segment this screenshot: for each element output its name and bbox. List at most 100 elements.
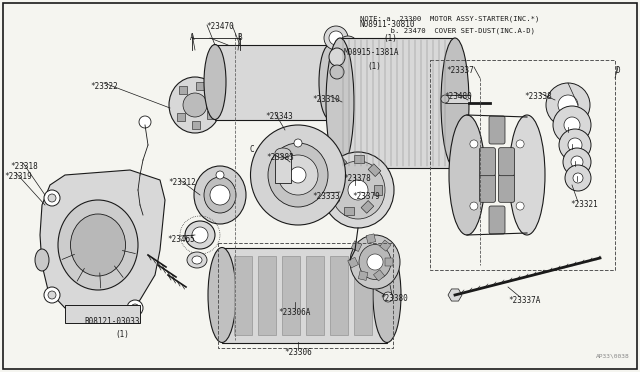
- Ellipse shape: [35, 249, 49, 271]
- Text: *23318: *23318: [10, 162, 38, 171]
- Text: *23319: *23319: [4, 172, 32, 181]
- Circle shape: [338, 36, 358, 56]
- Circle shape: [343, 41, 353, 51]
- Bar: [354, 256, 372, 335]
- Text: *23343: *23343: [265, 112, 292, 121]
- Ellipse shape: [350, 235, 400, 289]
- Bar: [351, 241, 362, 251]
- Text: *23306A: *23306A: [279, 308, 311, 317]
- Bar: [207, 110, 215, 119]
- Ellipse shape: [509, 115, 545, 235]
- Circle shape: [44, 287, 60, 303]
- Bar: [385, 258, 393, 266]
- Circle shape: [516, 202, 524, 210]
- Circle shape: [470, 202, 478, 210]
- Text: *23312: *23312: [168, 178, 196, 187]
- Bar: [334, 157, 347, 169]
- Circle shape: [278, 155, 318, 195]
- Bar: [306, 256, 324, 335]
- Text: *23465: *23465: [167, 235, 195, 244]
- Circle shape: [559, 129, 591, 161]
- Circle shape: [44, 190, 60, 206]
- Circle shape: [354, 50, 362, 58]
- Ellipse shape: [58, 200, 138, 290]
- FancyBboxPatch shape: [489, 116, 505, 144]
- Bar: [374, 185, 382, 195]
- Text: (1): (1): [383, 34, 397, 43]
- Circle shape: [563, 148, 591, 176]
- Text: (1): (1): [115, 330, 129, 339]
- Text: *23379: *23379: [352, 192, 380, 201]
- Bar: [65, 305, 140, 323]
- Ellipse shape: [373, 247, 401, 343]
- Bar: [354, 155, 364, 163]
- Circle shape: [131, 304, 139, 312]
- Circle shape: [516, 140, 524, 148]
- Bar: [215, 45, 330, 120]
- Circle shape: [367, 254, 383, 270]
- Text: *23338: *23338: [524, 92, 552, 101]
- Circle shape: [349, 45, 367, 63]
- Circle shape: [470, 140, 478, 148]
- Bar: [344, 207, 354, 215]
- Ellipse shape: [331, 161, 385, 219]
- Bar: [430, 60, 615, 270]
- FancyBboxPatch shape: [499, 174, 515, 202]
- Bar: [348, 257, 358, 268]
- Text: *23380: *23380: [380, 294, 408, 303]
- Circle shape: [571, 156, 583, 168]
- Ellipse shape: [192, 256, 202, 264]
- Ellipse shape: [250, 125, 346, 225]
- Circle shape: [565, 165, 591, 191]
- Text: D: D: [616, 66, 620, 75]
- Ellipse shape: [169, 77, 221, 133]
- Circle shape: [558, 95, 578, 115]
- Bar: [330, 256, 348, 335]
- Text: *23378: *23378: [343, 174, 371, 183]
- Bar: [282, 256, 300, 335]
- Ellipse shape: [326, 38, 354, 168]
- Ellipse shape: [208, 247, 236, 343]
- Bar: [326, 175, 334, 185]
- Circle shape: [345, 258, 355, 268]
- Bar: [380, 240, 391, 251]
- Text: *23480: *23480: [444, 92, 472, 101]
- Polygon shape: [40, 170, 165, 318]
- Text: A: A: [189, 33, 195, 42]
- Ellipse shape: [194, 166, 246, 224]
- Circle shape: [210, 185, 230, 205]
- Circle shape: [127, 300, 143, 316]
- Bar: [179, 86, 188, 94]
- Ellipse shape: [204, 45, 226, 119]
- Text: *23337A: *23337A: [508, 296, 540, 305]
- Bar: [234, 256, 252, 335]
- Circle shape: [568, 138, 582, 152]
- FancyBboxPatch shape: [489, 206, 505, 234]
- Bar: [445, 95, 470, 103]
- Bar: [275, 153, 291, 183]
- Text: *23337: *23337: [446, 66, 474, 75]
- Circle shape: [573, 173, 583, 183]
- Ellipse shape: [187, 252, 207, 268]
- Circle shape: [290, 167, 306, 183]
- Circle shape: [546, 83, 590, 127]
- Circle shape: [324, 26, 348, 50]
- Circle shape: [192, 227, 208, 243]
- Circle shape: [294, 139, 302, 147]
- Bar: [340, 38, 455, 168]
- Text: *23322: *23322: [90, 82, 118, 91]
- FancyBboxPatch shape: [479, 174, 495, 202]
- FancyBboxPatch shape: [499, 148, 515, 176]
- Circle shape: [564, 117, 580, 133]
- Circle shape: [139, 116, 151, 128]
- Bar: [192, 121, 200, 129]
- Bar: [368, 164, 381, 177]
- Circle shape: [329, 31, 343, 45]
- Text: C: C: [250, 145, 255, 154]
- Circle shape: [216, 171, 224, 179]
- Text: *23383: *23383: [266, 153, 294, 162]
- Bar: [358, 271, 368, 280]
- Circle shape: [48, 291, 56, 299]
- Text: B: B: [237, 33, 243, 42]
- Ellipse shape: [329, 48, 345, 66]
